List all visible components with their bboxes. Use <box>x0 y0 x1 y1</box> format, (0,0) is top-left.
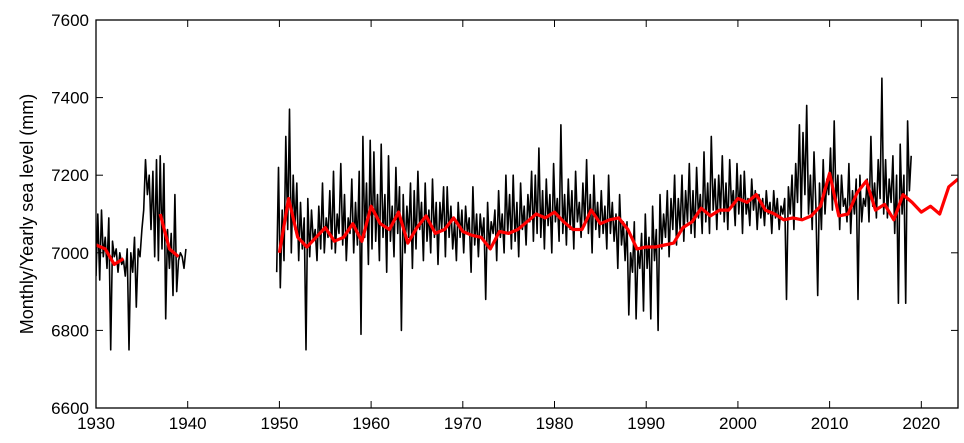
x-tick-label: 1960 <box>352 414 390 433</box>
x-tick-label: 2020 <box>902 414 940 433</box>
x-tick-label: 1990 <box>627 414 665 433</box>
monthly-sea-level-line-1 <box>96 155 187 351</box>
plot-frame <box>95 19 959 409</box>
y-tick-label: 6600 <box>51 399 89 418</box>
yearly-sea-level-line-3 <box>277 171 958 254</box>
ticks-layer: 1930 1940 1950 1960 1970 1980 1990 2000 2010 2020… <box>51 11 958 433</box>
y-tick-label: 7200 <box>51 166 89 185</box>
x-tick-label: 1980 <box>536 414 574 433</box>
y-tick-label: 6800 <box>51 321 89 340</box>
yearly-sea-level-line-1 <box>96 243 125 266</box>
yearly-sea-level-line-2 <box>158 213 180 258</box>
x-tick-label: 1940 <box>169 414 207 433</box>
x-tick-label: 1950 <box>260 414 298 433</box>
y-tick-label: 7400 <box>51 89 89 108</box>
x-tick-label: 1970 <box>444 414 482 433</box>
x-tick-label: 2000 <box>719 414 757 433</box>
x-tick-label: 1930 <box>77 414 115 433</box>
series-layer <box>96 77 958 351</box>
monthly-sea-level-line-2 <box>275 77 912 351</box>
x-tick-label: 2010 <box>811 414 849 433</box>
y-tick-label: 7000 <box>51 244 89 263</box>
y-axis-title: Monthly/Yearly sea level (mm) <box>17 94 37 334</box>
y-tick-label: 7600 <box>51 11 89 30</box>
